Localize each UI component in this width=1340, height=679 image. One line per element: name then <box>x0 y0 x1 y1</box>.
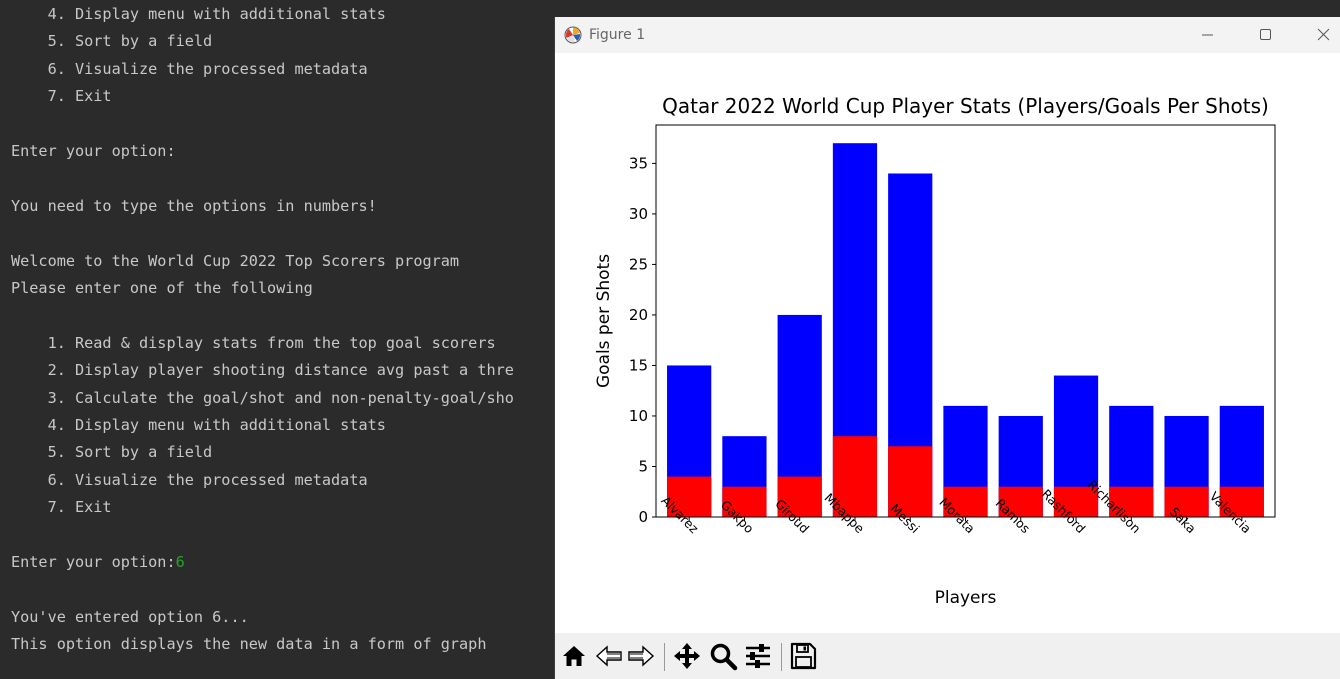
bar-red <box>1219 486 1264 517</box>
terminal-line: 3. Calculate the goal/shot and non-penal… <box>11 388 514 408</box>
terminal-line: 5. Sort by a field <box>11 442 213 462</box>
y-tick-label: 10 <box>629 407 648 425</box>
bar-red <box>888 446 933 517</box>
y-axis-label: Goals per Shots <box>594 254 614 388</box>
terminal-line-text: Enter your option: <box>11 142 176 160</box>
terminal-line: Please enter one of the following <box>11 278 313 298</box>
bar-red <box>832 436 878 517</box>
bar-red <box>998 486 1043 517</box>
y-tick-label: 30 <box>629 205 648 223</box>
pan-button[interactable] <box>672 641 702 671</box>
forward-button[interactable] <box>626 641 656 671</box>
terminal-line-text: 5. Sort by a field <box>11 32 213 51</box>
close-button[interactable] <box>1294 17 1340 53</box>
bar-red <box>722 486 767 517</box>
x-axis-label: Players <box>935 588 997 608</box>
zoom-button[interactable] <box>708 641 738 671</box>
terminal-line: Enter your option: <box>11 141 176 161</box>
bar-red <box>1109 486 1154 517</box>
y-tick-label: 5 <box>638 457 648 475</box>
terminal-line: 4. Display menu with additional stats <box>11 415 386 435</box>
navigation-toolbar <box>555 633 1340 679</box>
bar-red <box>667 476 712 517</box>
window-title: Figure 1 <box>589 27 646 43</box>
terminal-line-text: 4. Display menu with additional stats <box>11 416 386 434</box>
y-tick-label: 15 <box>629 356 648 374</box>
terminal-line: 2. Display player shooting distance avg … <box>11 360 514 380</box>
back-icon <box>595 645 622 667</box>
terminal-line-text: 1. Read & display stats from the top goa… <box>11 333 496 352</box>
y-tick-label: 0 <box>638 508 648 526</box>
terminal-line: 1. Read & display stats from the top goa… <box>11 333 496 353</box>
figure-canvas: 0 5 10 15 20 25 30 35 Alvarez Gakpo Giroud Mbappe Me… <box>555 53 1340 633</box>
configure-subplots-button[interactable] <box>743 641 773 671</box>
home-icon <box>563 646 585 666</box>
minimize-icon <box>1202 34 1213 36</box>
terminal-line-text: Welcome to the World Cup 2022 Top Scorer… <box>11 251 460 270</box>
home-button[interactable] <box>559 641 589 671</box>
title-bar: Figure 1 <box>555 17 1340 53</box>
configure-subplots-icon <box>746 644 770 668</box>
terminal-line-text: 6. Visualize the processed metadata <box>11 470 368 489</box>
terminal-line: You need to type the options in numbers! <box>11 196 377 216</box>
toolbar-separator <box>664 643 665 671</box>
terminal-line: 4. Display menu with additional stats <box>11 4 386 24</box>
terminal-line-text: 6. Visualize the processed metadata <box>11 59 368 78</box>
y-tick-label: 35 <box>629 154 648 172</box>
typed-input: 6 <box>175 553 185 571</box>
terminal-line-text: Enter your option: <box>11 553 176 571</box>
terminal-output: 4. Display menu with additional stats 5.… <box>0 0 560 679</box>
save-icon <box>790 642 817 670</box>
minimize-button[interactable] <box>1178 17 1236 53</box>
terminal-line: 5. Sort by a field <box>11 31 213 51</box>
terminal-line: 7. Exit <box>11 86 112 106</box>
terminal-line: 7. Exit <box>11 497 112 517</box>
terminal-line: This option displays the new data in a f… <box>11 634 486 654</box>
terminal-line: Welcome to the World Cup 2022 Top Scorer… <box>11 251 459 271</box>
bar-red <box>943 486 988 517</box>
bar-red <box>1164 486 1209 517</box>
y-tick-label: 20 <box>629 306 648 324</box>
back-button[interactable] <box>594 641 624 671</box>
bar-red <box>777 476 822 517</box>
terminal-line-text: This option displays the new data in a f… <box>11 635 487 654</box>
pan-icon <box>674 643 700 669</box>
bar-red <box>1053 486 1099 517</box>
terminal-line-text: You've entered option 6... <box>11 607 249 626</box>
zoom-icon <box>710 643 738 671</box>
close-icon <box>1317 28 1330 41</box>
terminal-line-text: 7. Exit <box>11 87 112 106</box>
terminal-line-text: 7. Exit <box>11 498 112 517</box>
y-tick-label: 25 <box>629 255 648 273</box>
terminal-line-text: You need to type the options in numbers! <box>11 196 377 215</box>
terminal-line: You've entered option 6... <box>11 607 249 627</box>
figure-window: Figure 1 0 5 10 15 20 25 30 35 Alvarez Gakpo Girou… <box>554 17 1340 679</box>
save-button[interactable] <box>788 641 818 671</box>
terminal-line: 6. Visualize the processed metadata <box>11 470 368 490</box>
terminal-line: Enter your option:6 <box>11 552 185 572</box>
terminal-line-text: 5. Sort by a field <box>11 443 213 462</box>
toolbar-separator <box>781 643 782 671</box>
matplotlib-icon <box>564 26 582 44</box>
terminal-line: 6. Visualize the processed metadata <box>11 59 368 79</box>
terminal-line-text: 4. Display menu with additional stats <box>11 5 386 23</box>
terminal-line-text: Please enter one of the following <box>11 279 313 297</box>
forward-icon <box>628 645 655 667</box>
terminal-line-text: 2. Display player shooting distance avg … <box>11 361 514 380</box>
chart-title: Qatar 2022 World Cup Player Stats (Playe… <box>662 94 1269 118</box>
maximize-icon <box>1260 29 1271 40</box>
terminal-line-text: 3. Calculate the goal/shot and non-penal… <box>11 388 514 407</box>
maximize-button[interactable] <box>1236 17 1294 53</box>
